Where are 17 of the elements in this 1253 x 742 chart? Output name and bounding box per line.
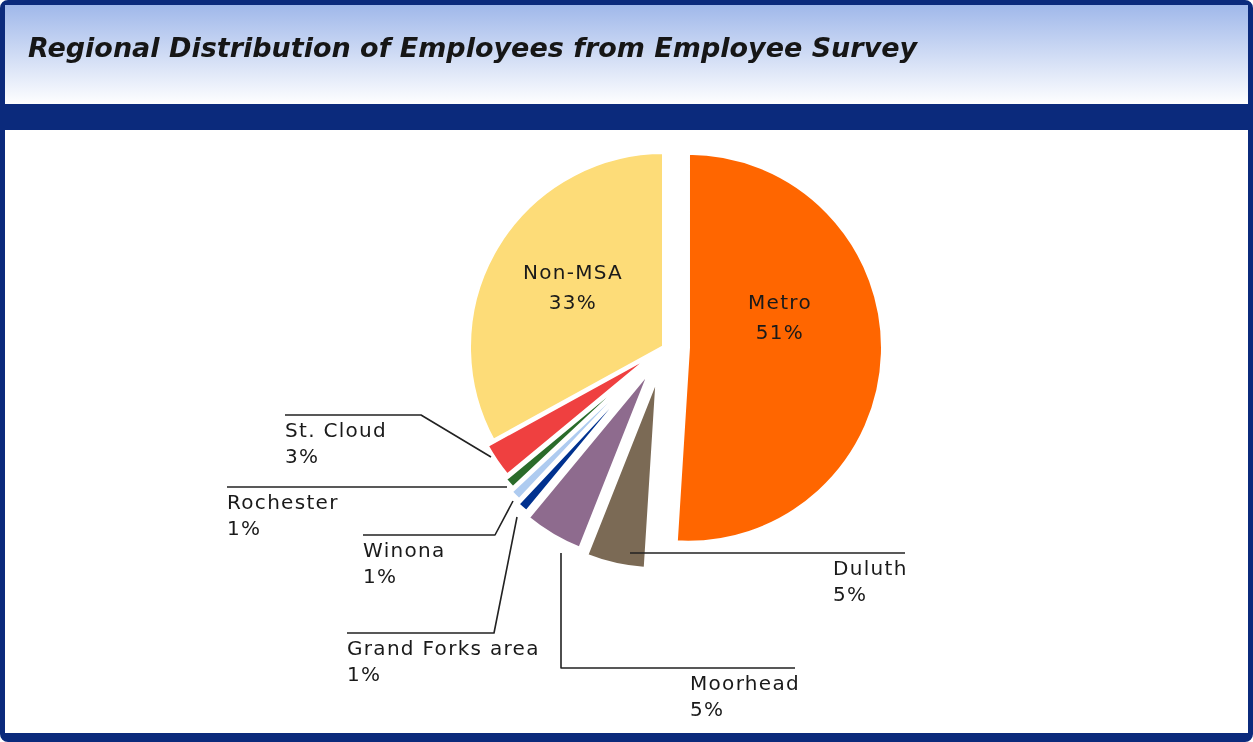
slice-label: Grand Forks area xyxy=(347,636,540,660)
data-label: 1% xyxy=(227,516,262,540)
data-label: 3% xyxy=(285,444,320,468)
slice-label: Winona xyxy=(363,538,446,562)
data-label: 33% xyxy=(548,290,598,314)
chart-title: Regional Distribution of Employees from Employee Survey xyxy=(28,32,918,63)
data-label: 5% xyxy=(690,697,725,721)
slice-label: Non-MSA xyxy=(522,260,624,284)
data-label: 1% xyxy=(347,662,382,686)
slice-label: St. Cloud xyxy=(285,418,388,442)
data-label: 1% xyxy=(363,564,398,588)
slice-label: Duluth xyxy=(833,556,908,580)
data-label: 5% xyxy=(833,582,868,606)
slice-label: Moorhead xyxy=(690,671,800,695)
slice-label: Rochester xyxy=(227,490,339,514)
slice-label: Metro xyxy=(748,290,812,314)
data-label: 51% xyxy=(755,320,805,344)
